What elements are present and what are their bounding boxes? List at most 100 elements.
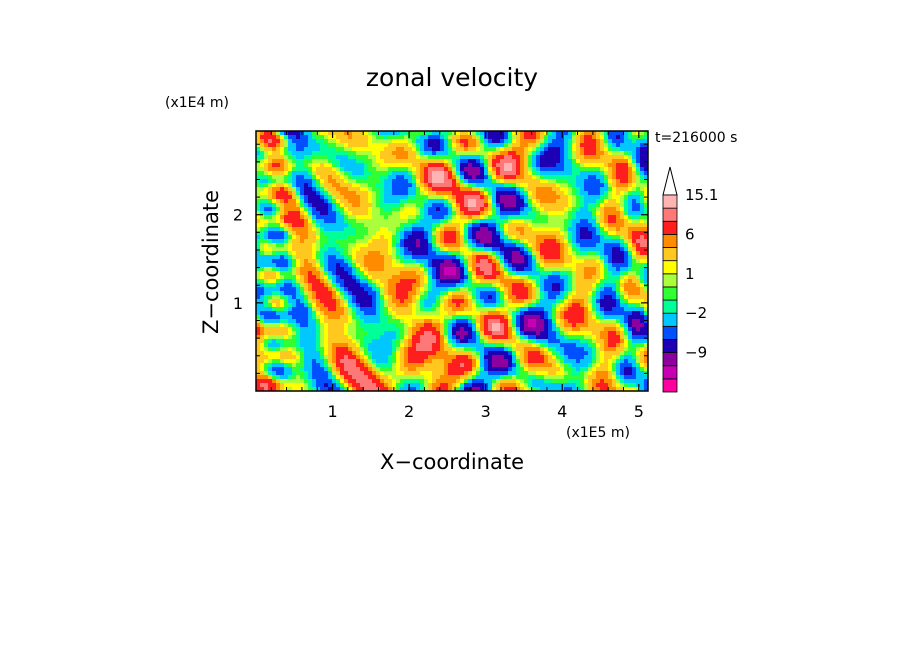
field-cell [260, 387, 265, 391]
field-cell [404, 335, 409, 340]
field-cell [428, 191, 433, 196]
field-cell [512, 327, 517, 332]
field-cell [428, 291, 433, 296]
field-cell [256, 299, 261, 304]
field-cell [400, 295, 405, 300]
field-cell [528, 207, 533, 212]
field-cell [504, 367, 509, 372]
field-cell [372, 203, 377, 208]
field-cell [500, 167, 505, 172]
field-cell [256, 135, 261, 140]
field-cell [276, 171, 281, 176]
field-cell [556, 175, 561, 180]
field-cell [324, 355, 329, 360]
field-cell [472, 319, 477, 324]
field-cell [328, 259, 333, 264]
field-cell [384, 255, 389, 260]
field-cell [280, 195, 285, 200]
field-cell [276, 259, 281, 264]
field-cell [376, 227, 381, 232]
field-cell [492, 151, 497, 156]
field-cell [428, 295, 433, 300]
field-cell [360, 279, 365, 284]
field-cell [536, 371, 541, 376]
field-cell [496, 367, 501, 372]
field-cell [464, 255, 469, 260]
field-cell [492, 227, 497, 232]
field-cell [504, 303, 509, 308]
field-cell [268, 199, 273, 204]
field-cell [408, 271, 413, 276]
field-cell [344, 247, 349, 252]
field-cell [264, 163, 269, 168]
field-cell [416, 323, 421, 328]
field-cell [536, 363, 541, 368]
field-cell [392, 295, 397, 300]
field-cell [388, 279, 393, 284]
field-cell [524, 195, 529, 200]
field-cell [380, 335, 385, 340]
field-cell [392, 187, 397, 192]
field-cell [344, 251, 349, 256]
field-cell [480, 195, 485, 200]
field-cell [384, 219, 389, 224]
field-cell [316, 243, 321, 248]
field-cell [360, 151, 365, 156]
field-cell [424, 375, 429, 380]
field-cell [524, 319, 529, 324]
field-cell [352, 243, 357, 248]
field-cell [364, 331, 369, 336]
field-cell [468, 355, 473, 360]
field-cell [328, 287, 333, 292]
field-cell [364, 311, 369, 316]
field-cell [484, 351, 489, 356]
field-cell [364, 271, 369, 276]
field-cell [396, 131, 401, 136]
field-cell [512, 143, 517, 148]
field-cell [344, 143, 349, 148]
field-cell [452, 239, 457, 244]
field-cell [460, 227, 465, 232]
field-cell [268, 315, 273, 320]
field-cell [412, 159, 417, 164]
field-cell [384, 171, 389, 176]
field-cell [360, 275, 365, 280]
field-cell [316, 251, 321, 256]
field-cell [440, 259, 445, 264]
field-cell [504, 359, 509, 364]
field-cell [532, 371, 537, 376]
field-cell [276, 195, 281, 200]
field-cell [412, 271, 417, 276]
field-cell [444, 195, 449, 200]
field-cell [328, 207, 333, 212]
field-cell [452, 271, 457, 276]
field-cell [560, 275, 565, 280]
field-cell [480, 259, 485, 264]
field-cell [500, 199, 505, 204]
field-cell [528, 267, 533, 272]
field-cell [340, 371, 345, 376]
field-cell [376, 263, 381, 268]
field-cell [332, 203, 337, 208]
field-cell [484, 279, 489, 284]
field-cell [336, 259, 341, 264]
field-cell [512, 283, 517, 288]
field-cell [492, 295, 497, 300]
field-cell [428, 239, 433, 244]
field-cell [348, 299, 353, 304]
field-cell [348, 255, 353, 260]
field-cell [376, 275, 381, 280]
field-cell [460, 183, 465, 188]
field-cell [348, 243, 353, 248]
field-cell [288, 323, 293, 328]
field-cell [452, 343, 457, 348]
field-cell [516, 139, 521, 144]
field-cell [392, 135, 397, 140]
field-cell [472, 159, 477, 164]
field-cell [416, 303, 421, 308]
field-cell [456, 387, 461, 391]
field-cell [300, 239, 305, 244]
field-cell [496, 291, 501, 296]
field-cell [504, 267, 509, 272]
field-cell [508, 307, 513, 312]
